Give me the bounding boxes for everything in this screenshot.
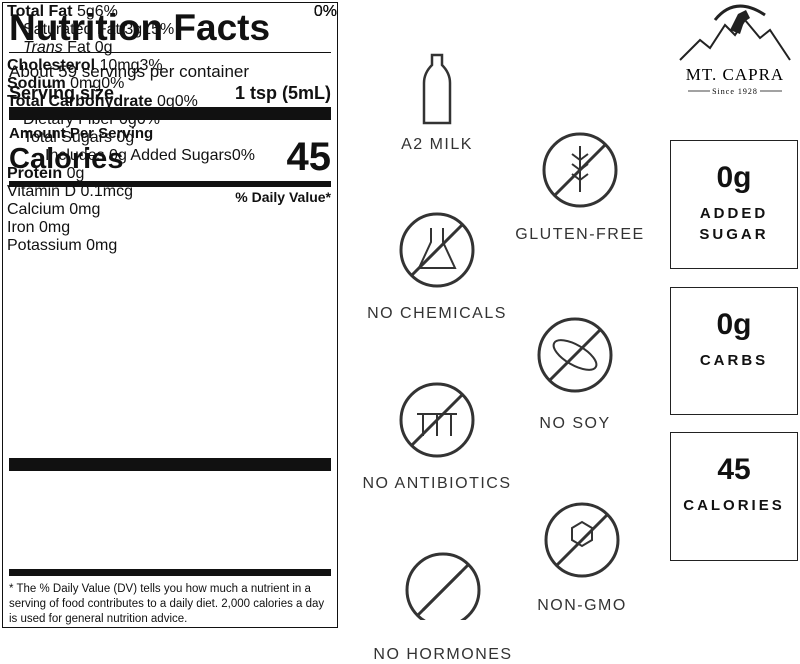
stat-label: CALORIES <box>683 497 785 514</box>
serving-size-label: Serving size <box>9 83 115 103</box>
servings: About 59 servings per container <box>9 62 250 81</box>
dv-header: % Daily Value* <box>235 189 331 205</box>
title: Nutrition Facts <box>9 7 271 48</box>
daily-value: 0% <box>231 147 255 164</box>
stat-value: 45 <box>717 453 751 486</box>
thick-rule <box>9 458 331 471</box>
nutrient-name: Total Carbohydrate <box>7 93 153 110</box>
badge-label: NO HORMONES <box>373 646 513 663</box>
thick-rule <box>9 107 331 120</box>
badge-label: NO SOY <box>539 415 611 432</box>
nutrient-row: Includes 0g Added Sugars0% <box>7 147 333 165</box>
vitamin-row: Calcium 0mg 0% <box>7 3 337 219</box>
vitamin-dv: 0% <box>313 3 337 20</box>
nutrient-row: Protein 0g <box>7 165 333 183</box>
stat-box: 45 CALORIES <box>670 432 798 561</box>
nutrient-name-italic: Trans <box>23 39 63 56</box>
vitamin-name: Potassium 0mg <box>7 237 118 254</box>
nutrient-row: Trans Fat 0g <box>7 39 333 57</box>
nutrient-amount: 0g <box>116 129 135 146</box>
nutrient-amount: 0g <box>156 93 175 110</box>
nutrient-name: Fat <box>67 39 91 56</box>
daily-value: 0% <box>174 93 198 110</box>
nutrient-amount: 0mg <box>70 75 102 92</box>
vitamin-row: Vitamin D 0.1mcg 0% <box>7 3 337 201</box>
nutrient-name: Cholesterol <box>7 57 96 74</box>
vitamin-row: Iron 0mg 0% <box>7 3 337 237</box>
vitamin-dv: 0% <box>313 3 337 20</box>
nutrient-name: Sodium <box>7 75 66 92</box>
nutrition-label: Nutrition Facts About 59 servings per co… <box>2 2 338 628</box>
nutrient-name: Total Sugars <box>23 129 112 146</box>
stat-value: 0g <box>716 308 752 341</box>
vitamin-name: Iron 0mg <box>7 219 71 236</box>
stat-box: 0g CARBS <box>670 287 798 415</box>
nutrient-row: Saturated Fat 3g15% <box>7 21 333 39</box>
vitamin-name: Vitamin D 0.1mcg <box>7 183 133 200</box>
nutrient-name: Saturated Fat <box>23 21 120 38</box>
footnote: * The % Daily Value (DV) tells you how m… <box>9 583 325 625</box>
nutrient-row: Total Fat 5g6% <box>7 3 333 21</box>
since: Since 1928 <box>712 87 758 96</box>
daily-value: 6% <box>94 3 118 20</box>
medium-rule <box>9 181 331 187</box>
stat-value: 0g <box>716 161 752 194</box>
nutrient-row: Total Sugars 0g <box>7 129 333 147</box>
nutrient-name: Total Fat <box>7 3 73 20</box>
vitamin-dv: 0% <box>313 3 337 20</box>
badge-label: NO CHEMICALS <box>367 305 507 322</box>
calories: 45 <box>286 135 332 179</box>
nutrient-row: Sodium 0mg0% <box>7 75 333 93</box>
nutrient-amount: 0g <box>66 165 85 182</box>
badge-label: NO ANTIBIOTICS <box>362 475 512 492</box>
vitamin-dv: 0% <box>313 3 337 20</box>
daily-value: 15% <box>142 21 175 38</box>
daily-value: 0% <box>101 75 125 92</box>
nutrient-name: Protein <box>7 165 63 182</box>
stat-label: CARBS <box>699 352 769 369</box>
medium-rule <box>9 569 331 576</box>
nutrient-name: Includes 0g Added Sugars <box>45 147 232 164</box>
nutrient-amount: 0g <box>94 39 113 56</box>
daily-value: 3% <box>139 57 163 74</box>
rule <box>9 52 331 53</box>
badge-label: GLUTEN-FREE <box>515 226 645 243</box>
serving-size: 1 tsp (5mL) <box>234 83 331 103</box>
vitamin-row: Potassium 0mg 0% <box>7 3 337 255</box>
stat-label: ADDED SUGAR <box>699 205 769 243</box>
brand: MT. CAPRA <box>686 65 784 84</box>
nutrient-row: Cholesterol 10mg3% <box>7 57 333 75</box>
badge-icons <box>399 53 620 620</box>
badge-label: A2 MILK <box>401 136 473 153</box>
nutrient-amount: 3g <box>124 21 143 38</box>
stat-box: 0g ADDED SUGAR <box>670 140 798 269</box>
logo: MT. CAPRA Since 1928 <box>679 4 791 96</box>
nutrient-row: Total Carbohydrate 0g0% <box>7 93 333 111</box>
nutrient-amount: 5g <box>76 3 95 20</box>
amount-per-serving: Amount Per Serving <box>9 125 154 142</box>
vitamin-name: Calcium 0mg <box>7 201 101 218</box>
nutrient-amount: 10mg <box>99 57 140 74</box>
calories-label: Calories <box>9 143 124 175</box>
badge-label: NON-GMO <box>537 597 627 614</box>
